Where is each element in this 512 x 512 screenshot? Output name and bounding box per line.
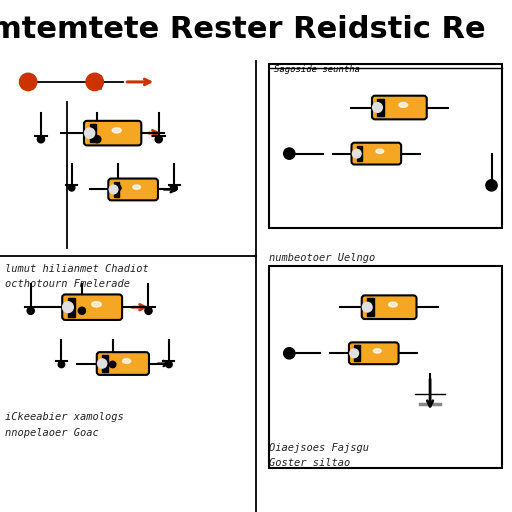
Circle shape: [27, 307, 34, 314]
FancyBboxPatch shape: [97, 352, 149, 375]
Circle shape: [62, 302, 73, 312]
Text: Goster siltao: Goster siltao: [269, 458, 350, 468]
Text: mtemtete Rester Reidstic Re: mtemtete Rester Reidstic Re: [0, 15, 485, 45]
FancyBboxPatch shape: [349, 343, 398, 364]
Circle shape: [69, 184, 75, 191]
Text: Sagoside seuntha: Sagoside seuntha: [274, 65, 360, 74]
Circle shape: [86, 73, 103, 91]
Circle shape: [37, 136, 45, 143]
Circle shape: [350, 349, 358, 357]
Bar: [367, 298, 374, 316]
FancyBboxPatch shape: [361, 295, 417, 319]
Circle shape: [284, 348, 295, 359]
Text: Oiaejsoes Fajsgu: Oiaejsoes Fajsgu: [269, 443, 369, 453]
Circle shape: [84, 128, 95, 138]
Ellipse shape: [373, 349, 381, 353]
Text: iCkeeabier xamologs: iCkeeabier xamologs: [5, 412, 124, 422]
Circle shape: [97, 359, 106, 368]
Bar: [114, 182, 119, 197]
Bar: [357, 146, 362, 161]
Bar: [102, 355, 108, 372]
Bar: [377, 99, 384, 116]
FancyBboxPatch shape: [351, 143, 401, 164]
Circle shape: [155, 136, 162, 143]
Ellipse shape: [389, 302, 397, 307]
Text: lumut hilianmet Chadiot: lumut hilianmet Chadiot: [5, 264, 149, 274]
Circle shape: [94, 136, 101, 143]
Circle shape: [171, 184, 177, 191]
Circle shape: [486, 180, 497, 191]
Bar: [354, 346, 360, 361]
Text: octhotourn Fmelerade: octhotourn Fmelerade: [5, 279, 130, 289]
Ellipse shape: [92, 302, 101, 307]
Ellipse shape: [122, 359, 131, 364]
Ellipse shape: [376, 149, 383, 154]
Circle shape: [373, 102, 382, 113]
Circle shape: [19, 73, 37, 91]
Circle shape: [166, 361, 172, 368]
Ellipse shape: [399, 102, 408, 108]
Circle shape: [352, 150, 361, 158]
Circle shape: [110, 361, 116, 368]
FancyBboxPatch shape: [84, 121, 141, 145]
Bar: [269, 266, 502, 468]
Ellipse shape: [133, 185, 140, 189]
Circle shape: [115, 184, 121, 191]
Bar: [68, 297, 75, 317]
Ellipse shape: [112, 128, 121, 133]
Circle shape: [109, 185, 118, 194]
FancyBboxPatch shape: [109, 179, 158, 200]
Circle shape: [362, 302, 372, 312]
Circle shape: [58, 361, 65, 368]
Text: nnopelaoer Goac: nnopelaoer Goac: [5, 428, 99, 438]
Circle shape: [145, 307, 152, 314]
FancyBboxPatch shape: [62, 294, 122, 320]
Circle shape: [78, 307, 86, 314]
Bar: [90, 124, 96, 142]
Circle shape: [284, 148, 295, 159]
Bar: [269, 64, 502, 228]
FancyBboxPatch shape: [372, 96, 427, 119]
Text: numbeotoer Uelngo: numbeotoer Uelngo: [269, 253, 375, 264]
